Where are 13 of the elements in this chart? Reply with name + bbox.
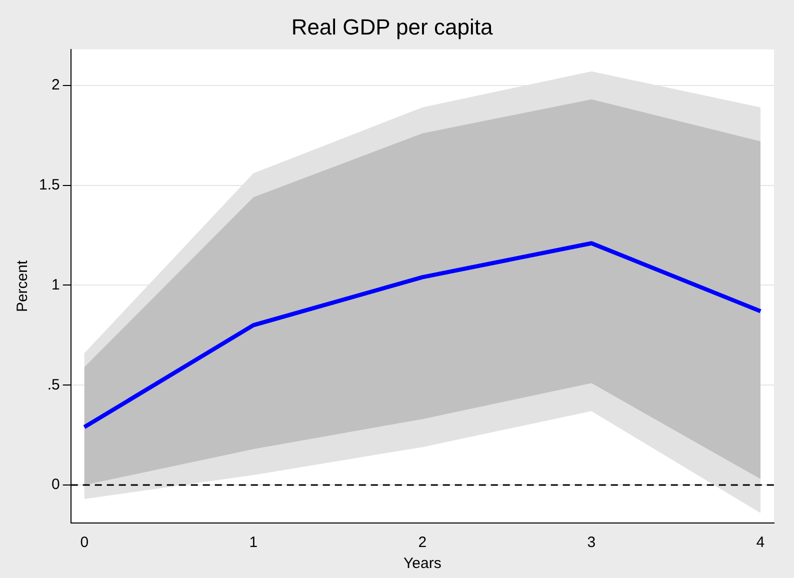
x-tick-label: 1 — [249, 534, 258, 552]
chart-title: Real GDP per capita — [291, 14, 494, 40]
x-axis-title: Years — [404, 555, 442, 572]
y-tick-label: 1 — [52, 276, 60, 294]
x-tick-label: 2 — [418, 534, 427, 552]
x-tick-label: 3 — [587, 534, 596, 552]
x-tick-label: 0 — [80, 534, 89, 552]
y-tick-label: .5 — [47, 376, 60, 394]
x-tick-label: 4 — [756, 534, 765, 552]
y-tick-label: 1.5 — [38, 176, 60, 194]
y-axis-title: Percent — [14, 260, 32, 312]
y-tick-label: 0 — [52, 476, 60, 494]
y-tick-label: 2 — [52, 76, 60, 94]
